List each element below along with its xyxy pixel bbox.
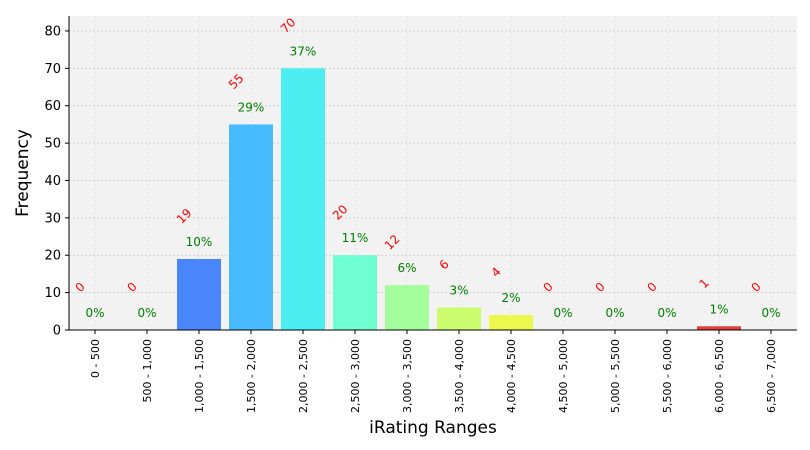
percent-label: 0% bbox=[657, 306, 676, 320]
axes bbox=[65, 16, 797, 334]
x-tick-label: 5,500 - 6,000 bbox=[661, 339, 674, 413]
percent-label: 0% bbox=[605, 306, 624, 320]
y-tick-label: 70 bbox=[44, 62, 61, 77]
y-tick-label: 60 bbox=[44, 99, 61, 114]
percent-label: 37% bbox=[290, 44, 317, 58]
x-axis-label: iRating Ranges bbox=[369, 418, 497, 438]
bar bbox=[697, 326, 741, 330]
bar bbox=[281, 68, 325, 330]
percent-label: 0% bbox=[553, 306, 572, 320]
percent-label: 1% bbox=[709, 302, 728, 316]
y-tick-label: 40 bbox=[44, 174, 61, 189]
percent-label: 0% bbox=[137, 306, 156, 320]
x-tick-label: 0 - 500 bbox=[89, 339, 102, 378]
x-tick-label: 3,500 - 4,000 bbox=[453, 339, 466, 413]
bar bbox=[333, 255, 377, 330]
y-tick-label: 50 bbox=[44, 137, 61, 152]
y-tick-label: 80 bbox=[44, 24, 61, 39]
x-tick-label: 6,500 - 7,000 bbox=[765, 339, 778, 413]
percent-label: 6% bbox=[397, 261, 416, 275]
bar bbox=[437, 307, 481, 330]
percent-label: 2% bbox=[501, 291, 520, 305]
x-tick-label: 500 - 1,000 bbox=[141, 339, 154, 402]
x-tick-label: 2,500 - 3,000 bbox=[349, 339, 362, 413]
percent-label: 29% bbox=[238, 100, 265, 114]
bar bbox=[177, 258, 221, 330]
y-tick-label: 0 bbox=[53, 324, 61, 339]
x-tick-label: 3,000 - 3,500 bbox=[401, 339, 414, 413]
x-tick-labels: 0 - 500 500 - 1,000 1,000 - 1,500 1,500 - 2… bbox=[89, 339, 778, 413]
y-axis-label: Frequency bbox=[13, 129, 33, 217]
y-tick-label: 30 bbox=[44, 211, 61, 226]
bar bbox=[385, 285, 429, 330]
x-tick-label: 5,000 - 5,500 bbox=[609, 339, 622, 413]
y-tick-label: 20 bbox=[44, 249, 61, 264]
percent-labels: 0% 0% 10% 29% 37% 11% 6% 3% 2% 0% 0% 0% 1% 0% bbox=[85, 44, 780, 320]
percent-label: 10% bbox=[186, 235, 213, 249]
x-tick-label: 4,500 - 5,000 bbox=[557, 339, 570, 413]
percent-label: 0% bbox=[85, 306, 104, 320]
bar bbox=[489, 315, 533, 330]
bars bbox=[177, 68, 741, 331]
y-tick-label: 10 bbox=[44, 286, 61, 301]
bar bbox=[229, 124, 273, 331]
x-tick-label: 4,000 - 4,500 bbox=[505, 339, 518, 413]
y-tick-labels: 0 10 20 30 40 50 60 70 80 bbox=[44, 24, 61, 338]
percent-label: 3% bbox=[449, 284, 468, 298]
x-tick-label: 1,500 - 2,000 bbox=[245, 339, 258, 413]
percent-label: 11% bbox=[342, 231, 369, 245]
x-tick-label: 1,000 - 1,500 bbox=[193, 339, 206, 413]
x-tick-label: 2,000 - 2,500 bbox=[297, 339, 310, 413]
percent-label: 0% bbox=[761, 306, 780, 320]
x-tick-label: 6,000 - 6,500 bbox=[713, 339, 726, 413]
